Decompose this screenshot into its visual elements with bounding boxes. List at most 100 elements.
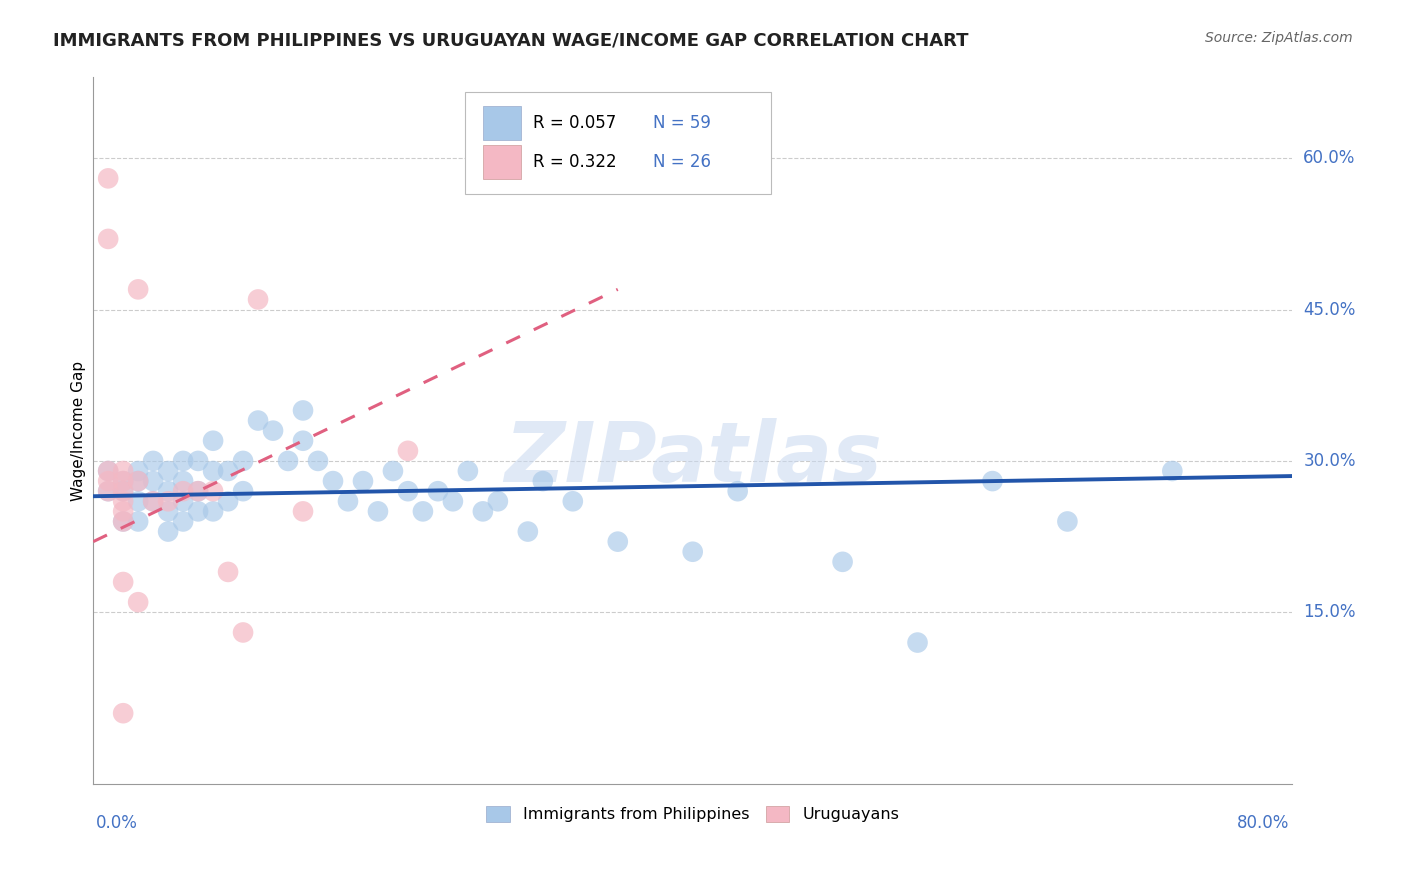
Point xyxy=(112,464,135,478)
Point xyxy=(142,474,165,488)
Point xyxy=(97,171,120,186)
Point xyxy=(112,474,135,488)
Point xyxy=(142,454,165,468)
Point xyxy=(396,443,419,458)
Point xyxy=(1161,464,1184,478)
Point xyxy=(441,494,464,508)
Point xyxy=(561,494,583,508)
Point xyxy=(426,484,449,499)
Point xyxy=(127,282,149,296)
Point xyxy=(292,504,315,518)
Point xyxy=(531,474,554,488)
Point xyxy=(172,454,194,468)
Point xyxy=(1056,515,1078,529)
Point xyxy=(157,464,180,478)
Point xyxy=(187,504,209,518)
Point xyxy=(606,534,628,549)
Point xyxy=(217,494,239,508)
Point xyxy=(172,484,194,499)
Text: R = 0.057: R = 0.057 xyxy=(533,114,616,132)
Point xyxy=(352,474,374,488)
Point xyxy=(142,494,165,508)
Point xyxy=(336,494,359,508)
Point xyxy=(127,515,149,529)
Text: R = 0.322: R = 0.322 xyxy=(533,153,617,171)
Point xyxy=(202,504,225,518)
Point xyxy=(97,484,120,499)
Point xyxy=(172,474,194,488)
Y-axis label: Wage/Income Gap: Wage/Income Gap xyxy=(72,360,86,500)
FancyBboxPatch shape xyxy=(482,145,522,179)
Point xyxy=(97,474,120,488)
Text: 15.0%: 15.0% xyxy=(1303,603,1355,622)
Point xyxy=(217,464,239,478)
Point xyxy=(292,434,315,448)
Point xyxy=(486,494,509,508)
Point xyxy=(457,464,479,478)
Point xyxy=(187,484,209,499)
Point xyxy=(127,474,149,488)
Point xyxy=(412,504,434,518)
Point xyxy=(127,474,149,488)
Point xyxy=(831,555,853,569)
Text: 30.0%: 30.0% xyxy=(1303,452,1355,470)
Point xyxy=(97,484,120,499)
Point xyxy=(112,484,135,499)
Point xyxy=(112,574,135,589)
Point xyxy=(907,635,929,649)
Point xyxy=(112,515,135,529)
Point xyxy=(127,494,149,508)
Point xyxy=(157,504,180,518)
Text: 80.0%: 80.0% xyxy=(1237,814,1289,832)
Point xyxy=(157,484,180,499)
Point xyxy=(157,494,180,508)
Point xyxy=(97,464,120,478)
Point xyxy=(516,524,538,539)
Point xyxy=(682,545,704,559)
Point xyxy=(247,413,270,427)
Point xyxy=(217,565,239,579)
Point xyxy=(112,484,135,499)
Point xyxy=(112,504,135,518)
Legend: Immigrants from Philippines, Uruguayans: Immigrants from Philippines, Uruguayans xyxy=(479,799,905,829)
Point xyxy=(172,494,194,508)
Point xyxy=(202,484,225,499)
Point xyxy=(396,484,419,499)
Point xyxy=(232,454,254,468)
Point xyxy=(202,464,225,478)
Point xyxy=(97,464,120,478)
Point xyxy=(322,474,344,488)
Text: N = 59: N = 59 xyxy=(654,114,711,132)
Text: 60.0%: 60.0% xyxy=(1303,149,1355,167)
Point xyxy=(187,484,209,499)
Point xyxy=(112,494,135,508)
Point xyxy=(381,464,404,478)
FancyBboxPatch shape xyxy=(482,106,522,140)
Text: 0.0%: 0.0% xyxy=(96,814,138,832)
Point xyxy=(981,474,1004,488)
Text: Source: ZipAtlas.com: Source: ZipAtlas.com xyxy=(1205,31,1353,45)
FancyBboxPatch shape xyxy=(465,92,770,194)
Point xyxy=(112,706,135,721)
Text: ZIPatlas: ZIPatlas xyxy=(503,418,882,500)
Point xyxy=(97,232,120,246)
Point xyxy=(367,504,389,518)
Text: 45.0%: 45.0% xyxy=(1303,301,1355,318)
Point xyxy=(172,515,194,529)
Point xyxy=(142,494,165,508)
Point xyxy=(277,454,299,468)
Point xyxy=(232,484,254,499)
Point xyxy=(157,524,180,539)
Text: N = 26: N = 26 xyxy=(654,153,711,171)
Text: IMMIGRANTS FROM PHILIPPINES VS URUGUAYAN WAGE/INCOME GAP CORRELATION CHART: IMMIGRANTS FROM PHILIPPINES VS URUGUAYAN… xyxy=(53,31,969,49)
Point xyxy=(187,454,209,468)
Point xyxy=(727,484,749,499)
Point xyxy=(127,595,149,609)
Point xyxy=(112,474,135,488)
Point xyxy=(202,434,225,448)
Point xyxy=(262,424,284,438)
Point xyxy=(292,403,315,417)
Point xyxy=(247,293,270,307)
Point xyxy=(112,515,135,529)
Point xyxy=(232,625,254,640)
